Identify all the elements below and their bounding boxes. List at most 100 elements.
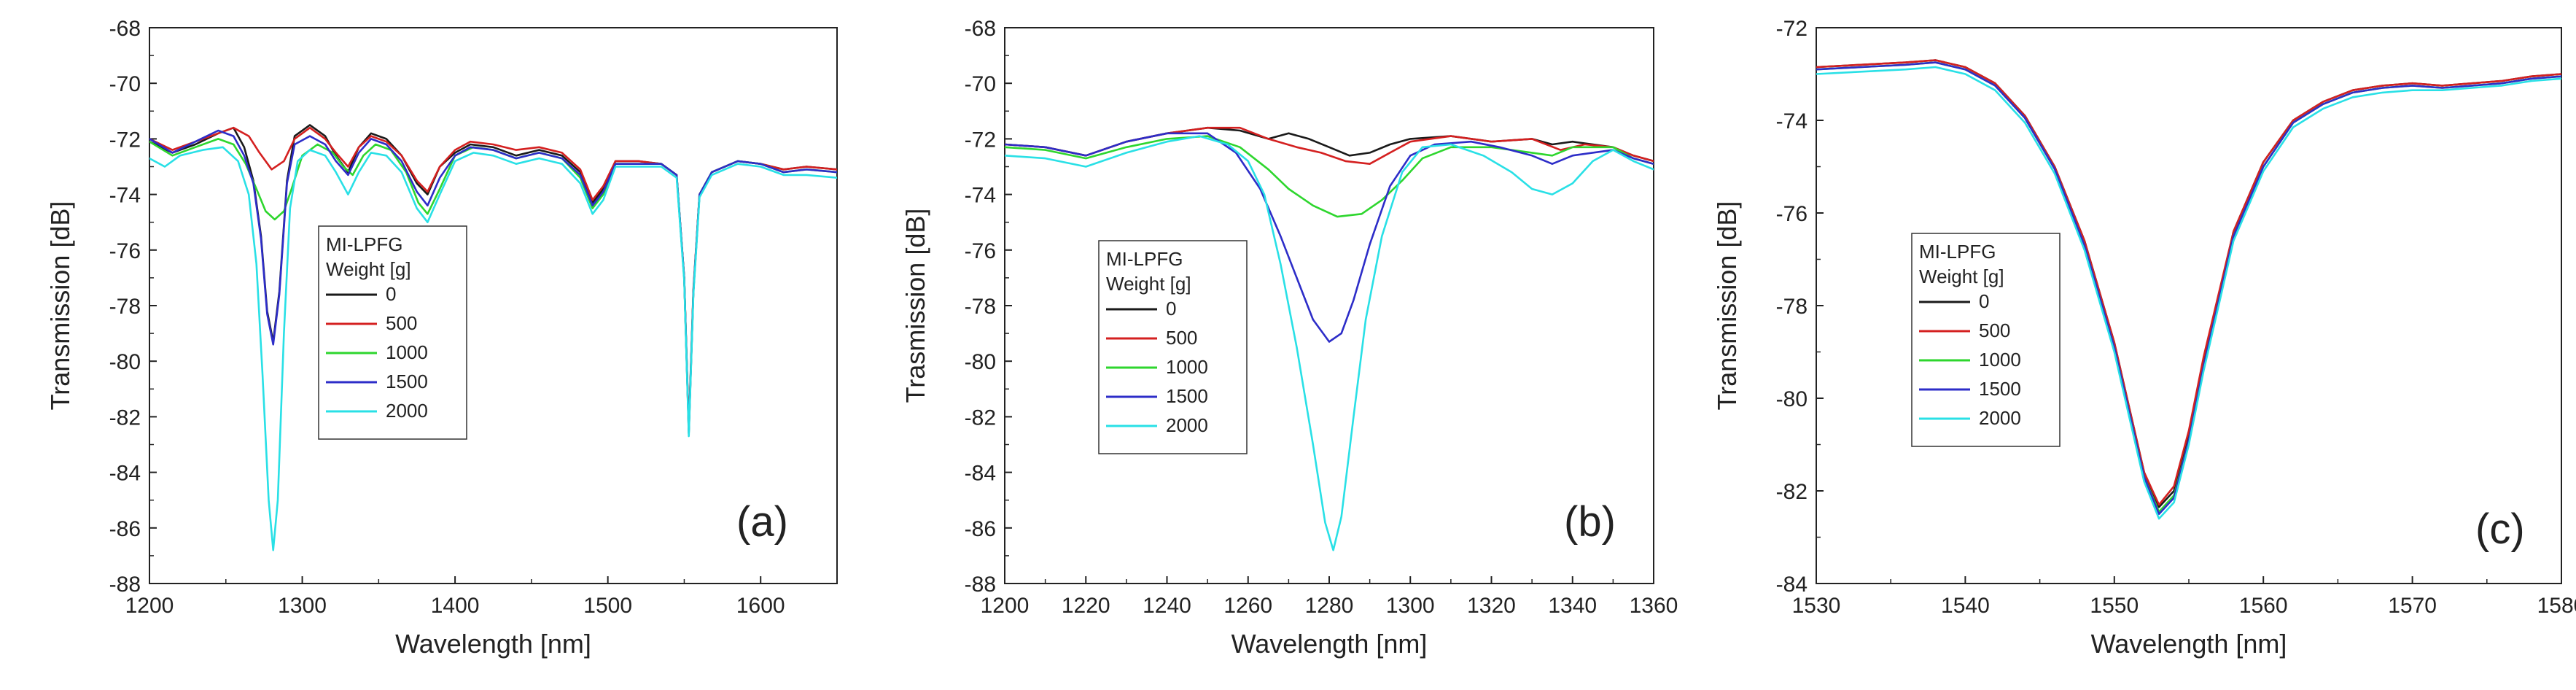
y-tick-label: -74 <box>1776 109 1808 133</box>
legend-label-1000: 1000 <box>1979 349 2021 371</box>
legend-label-500: 500 <box>1166 327 1197 349</box>
x-tick-label: 1580 <box>2537 594 2576 618</box>
legend-title: MI-LPFG <box>1919 241 1996 263</box>
panel-label: (b) <box>1564 498 1616 546</box>
legend-label-2000: 2000 <box>386 400 428 422</box>
y-tick-label: -78 <box>109 295 141 319</box>
x-tick-label: 1400 <box>431 594 480 618</box>
y-tick-label: -68 <box>965 17 996 41</box>
y-axis-title: Transmission [dB] <box>45 201 75 411</box>
series-group <box>149 124 837 551</box>
x-tick-label: 1200 <box>125 594 174 618</box>
y-tick-label: -82 <box>1776 480 1808 504</box>
legend-subtitle: Weight [g] <box>326 258 411 280</box>
y-tick-label: -80 <box>965 350 996 374</box>
x-axis-title: Wavelength [nm] <box>395 629 591 659</box>
series-line-1000 <box>1005 135 1654 218</box>
legend-label-2000: 2000 <box>1166 414 1208 436</box>
x-tick-label: 1220 <box>1062 594 1110 618</box>
y-tick-label: -86 <box>965 517 996 541</box>
legend-label-1500: 1500 <box>386 371 428 392</box>
y-tick-label: -84 <box>965 462 996 486</box>
x-axis-title: Wavelength [nm] <box>2091 629 2287 659</box>
legend-label-1000: 1000 <box>1166 356 1208 378</box>
y-axis-title: Transmission [dB] <box>1712 201 1742 411</box>
y-tick-label: -72 <box>109 128 141 152</box>
x-tick-label: 1360 <box>1630 594 1678 618</box>
series-line-500 <box>149 126 837 429</box>
x-tick-label: 1320 <box>1467 594 1516 618</box>
x-tick-label: 1560 <box>2239 594 2288 618</box>
series-line-2000 <box>1816 66 2561 520</box>
legend-title: MI-LPFG <box>326 233 402 255</box>
legend-label-0: 0 <box>386 283 396 305</box>
y-tick-label: -76 <box>109 239 141 263</box>
y-tick-label: -78 <box>965 295 996 319</box>
x-axis-title: Wavelength [nm] <box>1231 629 1428 659</box>
y-tick-label: -70 <box>965 72 996 96</box>
x-tick-label: 1340 <box>1548 594 1597 618</box>
y-tick-label: -72 <box>1776 17 1808 41</box>
series-group <box>1005 126 1654 551</box>
x-tick-label: 1550 <box>2090 594 2139 618</box>
y-tick-label: -76 <box>965 239 996 263</box>
series-line-500 <box>1005 126 1654 165</box>
legend-title: MI-LPFG <box>1106 248 1183 270</box>
chart-panel-2: 1530 1540 1550 1560 1570 1580 -84 -82 -80 -78 -76 -… <box>1712 17 2576 659</box>
y-tick-label: -82 <box>109 406 141 430</box>
x-tick-label: 1500 <box>583 594 632 618</box>
series-line-2000 <box>1005 135 1654 551</box>
y-tick-label: -84 <box>1776 573 1808 597</box>
y-tick-label: -86 <box>109 517 141 541</box>
series-line-500 <box>1816 59 2561 506</box>
y-axis-title: Trasmission [dB] <box>900 209 930 403</box>
y-tick-label: -72 <box>965 128 996 152</box>
x-tick-label: 1200 <box>981 594 1030 618</box>
legend-label-2000: 2000 <box>1979 407 2021 429</box>
y-tick-label: -82 <box>965 406 996 430</box>
legend-box <box>318 225 467 440</box>
y-tick-label: -88 <box>965 573 996 597</box>
y-tick-label: -80 <box>1776 387 1808 411</box>
x-tick-label: 1600 <box>736 594 785 618</box>
legend: MI-LPFG Weight [g] 0 500 1000 1500 2000 <box>318 225 467 440</box>
y-tick-label: -78 <box>1776 295 1808 319</box>
legend-label-1500: 1500 <box>1166 385 1208 407</box>
legend-box <box>1911 233 2061 447</box>
series-line-1500 <box>1816 61 2561 516</box>
y-tick-label: -70 <box>109 72 141 96</box>
series-line-1500 <box>1005 132 1654 343</box>
y-tick-label: -74 <box>965 184 996 208</box>
x-tick-label: 1300 <box>1386 594 1435 618</box>
legend-label-1000: 1000 <box>386 341 428 363</box>
legend-label-0: 0 <box>1166 298 1176 319</box>
x-tick-label: 1570 <box>2388 594 2437 618</box>
legend-label-500: 500 <box>386 312 417 334</box>
x-tick-label: 1530 <box>1792 594 1841 618</box>
series-group <box>1816 59 2561 520</box>
x-tick-label: 1280 <box>1305 594 1354 618</box>
legend-label-0: 0 <box>1979 290 1989 312</box>
x-tick-label: 1240 <box>1143 594 1191 618</box>
y-tick-label: -84 <box>109 462 141 486</box>
series-line-2000 <box>149 146 837 551</box>
panel-label: (c) <box>2475 505 2525 553</box>
x-tick-label: 1300 <box>278 594 327 618</box>
chart-panel-0: 1200 1300 1400 1500 1600 -88 -86 -84 -82 -80 -78 -7… <box>45 17 838 659</box>
legend-label-500: 500 <box>1979 319 2010 341</box>
legend-subtitle: Weight [g] <box>1106 273 1191 295</box>
y-tick-label: -76 <box>1776 202 1808 226</box>
y-tick-label: -68 <box>109 17 141 41</box>
y-tick-label: -80 <box>109 350 141 374</box>
x-tick-label: 1540 <box>1941 594 1990 618</box>
x-tick-label: 1260 <box>1223 594 1272 618</box>
legend: MI-LPFG Weight [g] 0 500 1000 1500 2000 <box>1098 240 1248 454</box>
legend-subtitle: Weight [g] <box>1919 265 2004 287</box>
legend-box <box>1098 240 1248 454</box>
chart-panel-1: 1200 1220 1240 1260 1280 1300 1320 1340 1360 -88 -… <box>900 17 1678 659</box>
panel-label: (a) <box>736 498 788 546</box>
y-tick-label: -88 <box>109 573 141 597</box>
y-tick-label: -74 <box>109 184 141 208</box>
